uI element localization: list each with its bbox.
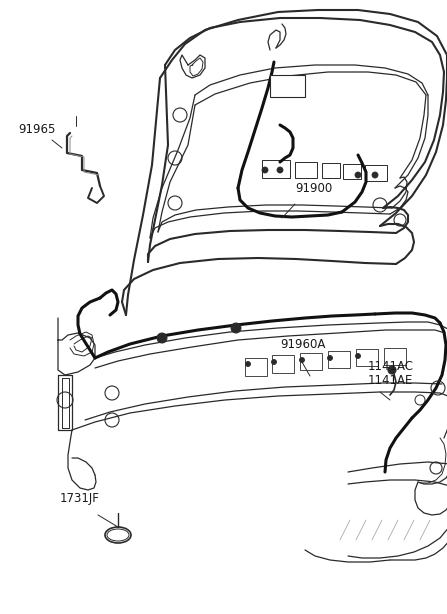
- Circle shape: [245, 362, 250, 367]
- Circle shape: [231, 323, 241, 333]
- Circle shape: [355, 354, 360, 359]
- Circle shape: [299, 357, 304, 362]
- Text: 91965: 91965: [18, 123, 55, 136]
- Circle shape: [388, 366, 396, 374]
- Text: 91900: 91900: [295, 182, 332, 195]
- Circle shape: [355, 172, 361, 178]
- FancyBboxPatch shape: [384, 348, 406, 365]
- Circle shape: [262, 167, 268, 173]
- FancyBboxPatch shape: [295, 162, 317, 178]
- Circle shape: [271, 360, 277, 365]
- FancyBboxPatch shape: [262, 160, 290, 178]
- FancyBboxPatch shape: [356, 349, 378, 366]
- FancyBboxPatch shape: [343, 164, 361, 179]
- FancyBboxPatch shape: [270, 75, 305, 97]
- Circle shape: [277, 167, 283, 173]
- FancyBboxPatch shape: [328, 351, 350, 368]
- FancyBboxPatch shape: [300, 353, 322, 370]
- Circle shape: [372, 172, 378, 178]
- Text: 1731JF: 1731JF: [60, 492, 100, 505]
- FancyBboxPatch shape: [272, 355, 294, 373]
- Text: 91960A: 91960A: [280, 338, 325, 351]
- FancyBboxPatch shape: [245, 358, 267, 376]
- Circle shape: [328, 356, 333, 360]
- Text: 1141AC: 1141AC: [368, 360, 414, 373]
- FancyBboxPatch shape: [322, 163, 340, 178]
- Text: 1141AE: 1141AE: [368, 374, 413, 387]
- FancyBboxPatch shape: [365, 165, 387, 181]
- Circle shape: [157, 333, 167, 343]
